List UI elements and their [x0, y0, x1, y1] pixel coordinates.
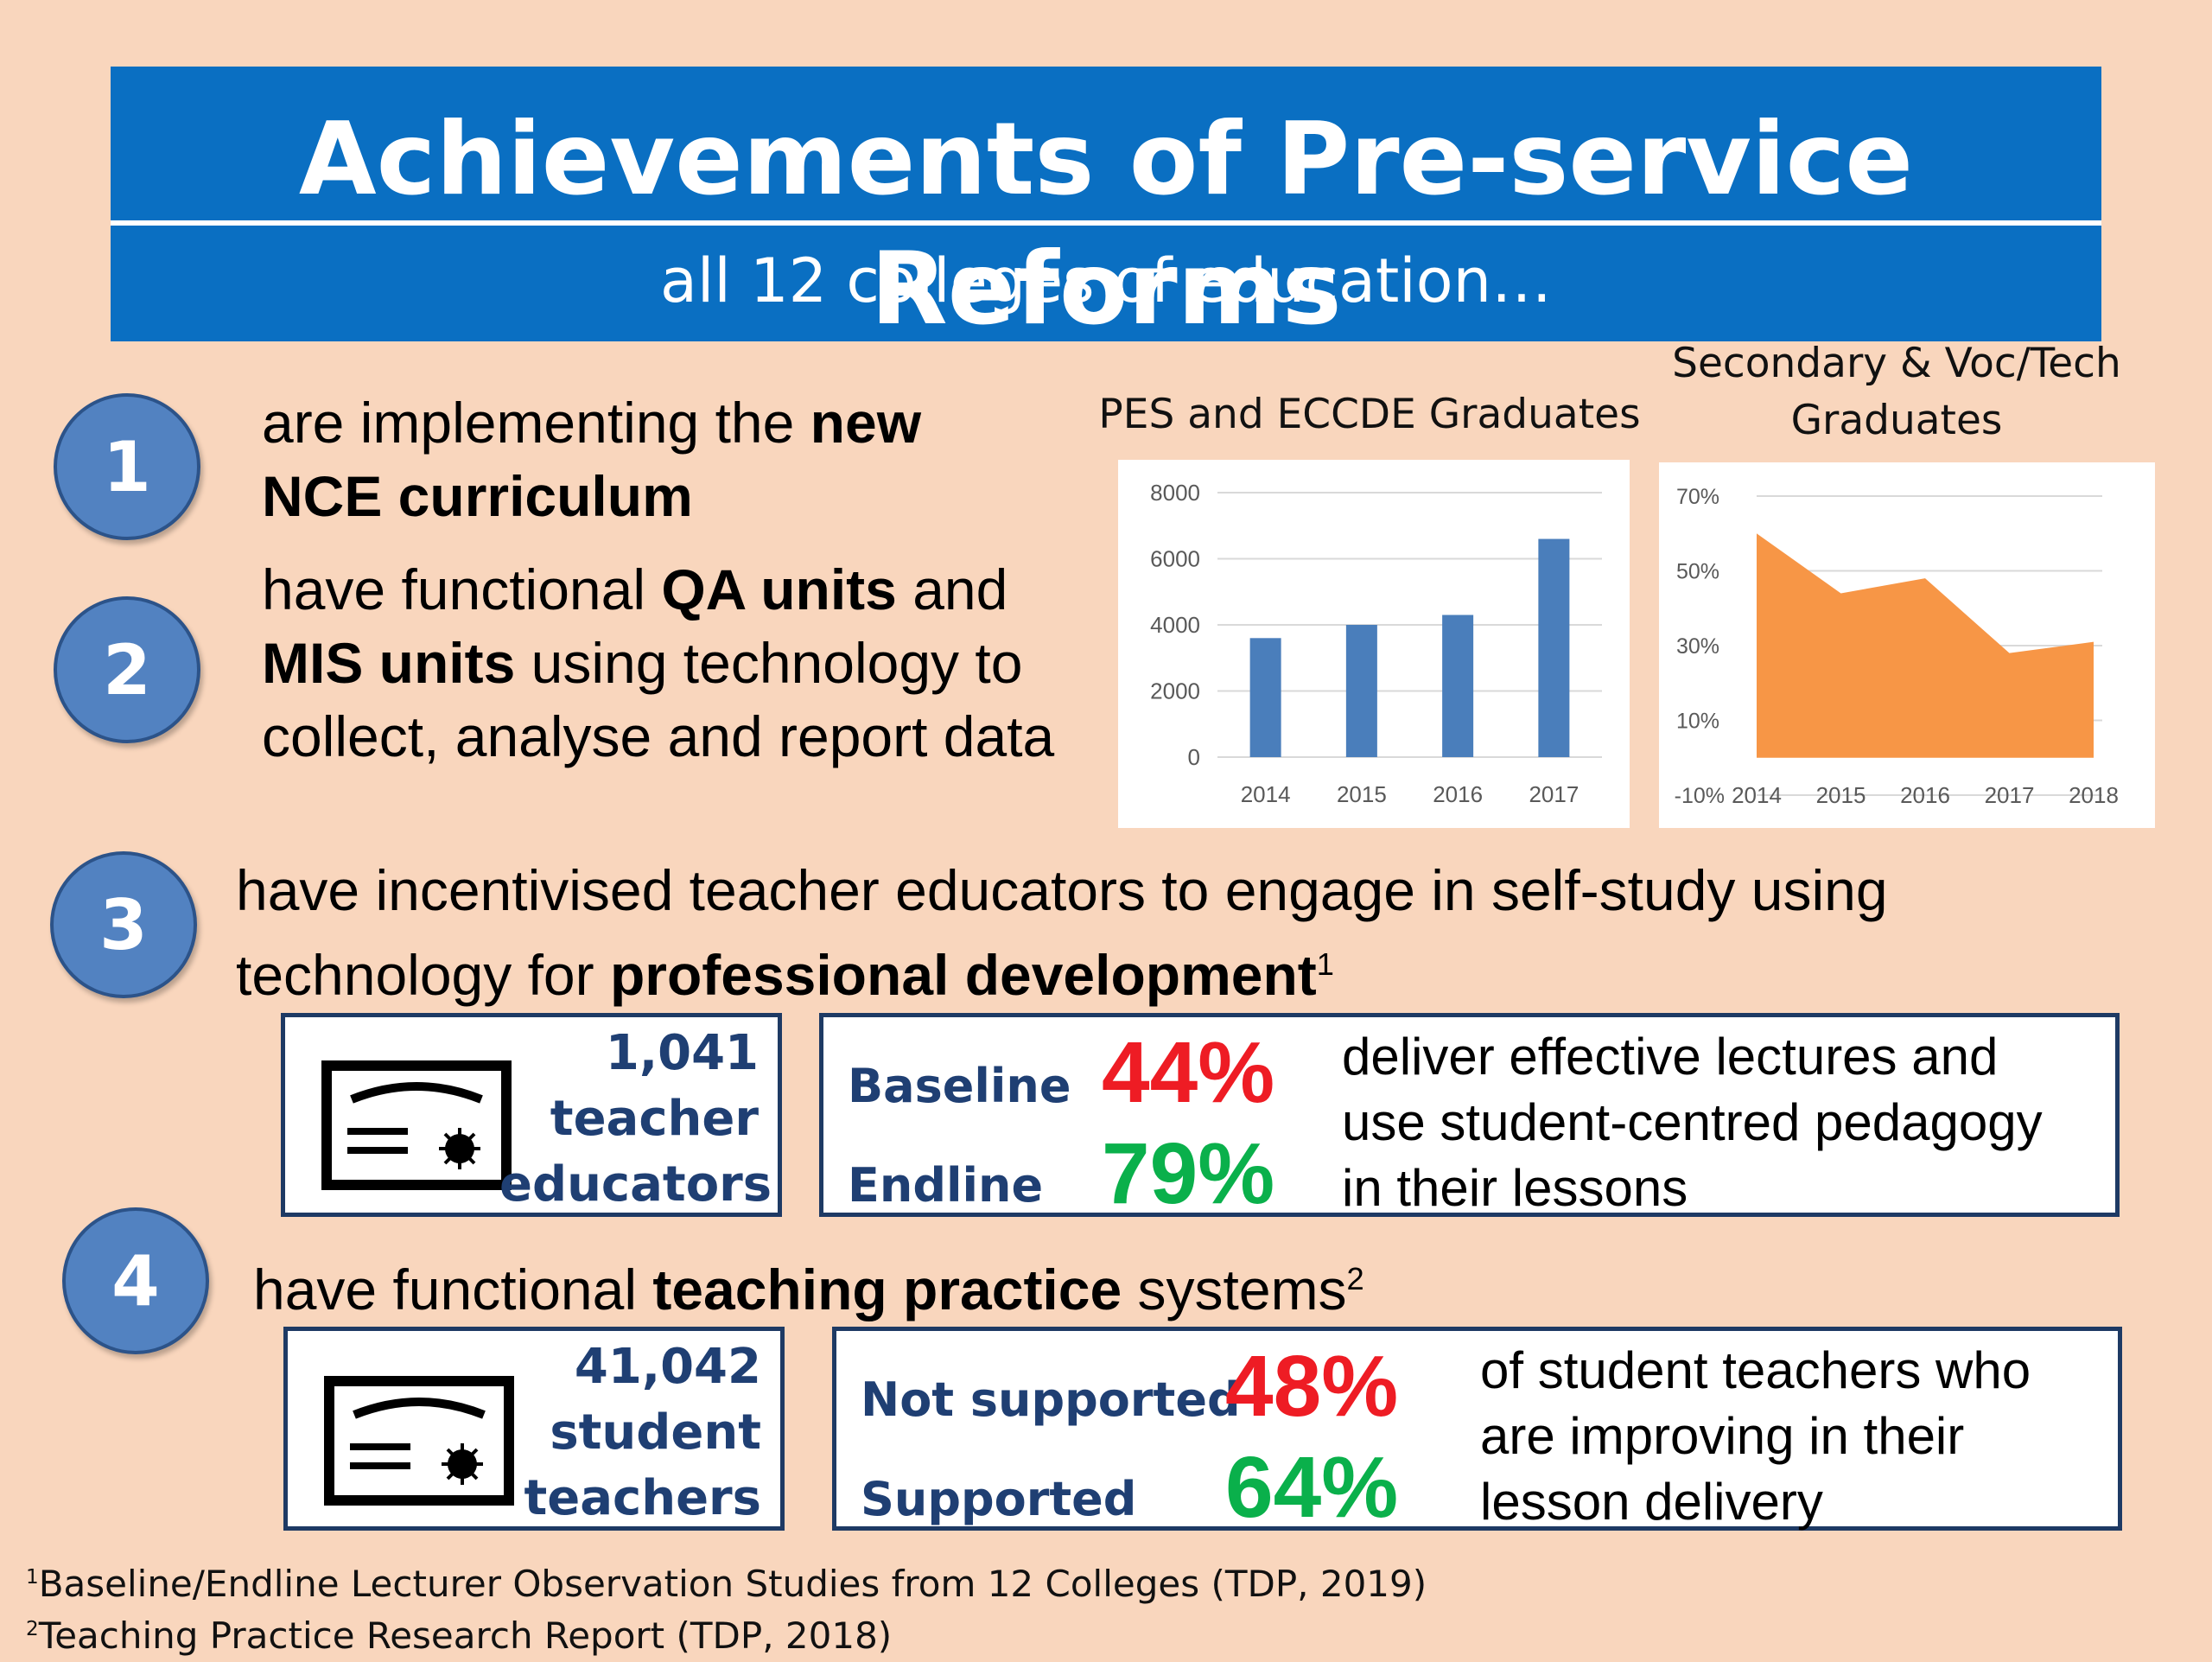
endline-value: 79%: [1102, 1125, 1275, 1222]
footnote-text-2: Teaching Practice Research Report (TDP, …: [38, 1614, 893, 1657]
footnote-1: 1Baseline/Endline Lecturer Observation S…: [26, 1551, 1427, 1610]
bar-chart: 0 2000 4000 6000 8000 2014 2015 2016 2017: [1150, 480, 1602, 807]
footnote-ref: 1: [1316, 946, 1334, 982]
text-segment: have functional: [253, 1258, 653, 1321]
text-segment: using technology to collect, analyse and…: [262, 631, 1055, 768]
result-desc-2c: lesson delivery: [1480, 1473, 1823, 1531]
certificate-icon: [324, 1376, 514, 1506]
text-segment: have functional: [262, 557, 662, 621]
x-tick-label: 2014: [1241, 781, 1291, 807]
count-unit-2b: teachers: [524, 1470, 761, 1526]
result-desc-1c: in their lessons: [1342, 1159, 1688, 1217]
result-box-1: Baseline Endline 44% 79% deliver effecti…: [819, 1013, 2120, 1221]
page-title: Achievements of Pre-service Reforms: [298, 101, 1914, 347]
supported-value: 64%: [1225, 1439, 1399, 1536]
endline-label: Endline: [848, 1158, 1044, 1213]
result-desc-1a: deliver effective lectures and: [1342, 1028, 1999, 1086]
baseline-label: Baseline: [848, 1059, 1071, 1113]
emphasis-text: QA units: [661, 557, 897, 621]
area-chart: -10% 10% 30% 50% 70% 2014 2015 2016 2017 2018: [1675, 485, 2119, 808]
banner-divider: [111, 220, 2101, 226]
footnote-ref: 2: [1346, 1261, 1364, 1296]
result-desc-2b: are improving in their: [1480, 1407, 1965, 1465]
item-text-2: have functional QA units and MIS units u…: [262, 553, 1091, 774]
y-tick-label: 6000: [1150, 546, 1200, 572]
result-box-2: Not supported Supported 48% 64% of stude…: [832, 1327, 2122, 1535]
count-box-1: 1,041 teacher educators: [281, 1013, 782, 1217]
emphasis-text: professional development: [609, 943, 1317, 1007]
item-text-4: have functional teaching practice system…: [253, 1242, 1981, 1327]
certificate-icon: [321, 1060, 512, 1190]
text-segment: have incentivised teacher educators to e…: [236, 858, 1888, 1007]
bar: [1249, 638, 1281, 757]
count-value-1: 1,041: [605, 1025, 759, 1081]
not-supported-value: 48%: [1225, 1338, 1399, 1435]
x-tick-label: 2015: [1816, 782, 1866, 808]
not-supported-label: Not supported: [861, 1372, 1241, 1427]
item-number-2: 2: [54, 596, 200, 743]
x-tick-label: 2017: [1529, 781, 1579, 807]
chart-2-title: Secondary & Voc/Tech Graduates: [1672, 340, 2121, 444]
baseline-value: 44%: [1102, 1024, 1275, 1121]
footnote-mark-1: 1: [26, 1566, 39, 1589]
header-banner: [111, 67, 2101, 341]
footnote-text-1: Baseline/Endline Lecturer Observation St…: [38, 1563, 1427, 1605]
footnote-mark-2: 2: [26, 1618, 39, 1640]
result-desc-2a: of student teachers who: [1480, 1341, 2031, 1399]
y-tick-label: 50%: [1676, 560, 1719, 584]
chart-1-title: PES and ECCDE Graduates: [1098, 391, 1641, 438]
item-number-4: 4: [62, 1207, 209, 1354]
y-tick-label: 4000: [1150, 612, 1200, 638]
y-tick-label: 0: [1188, 744, 1200, 770]
y-tick-label: 30%: [1676, 634, 1719, 659]
emphasis-text: new NCE curriculum: [262, 391, 922, 528]
x-tick-label: 2014: [1732, 782, 1782, 808]
bar: [1538, 538, 1570, 757]
bar: [1442, 614, 1474, 757]
chart-2-panel: -10% 10% 30% 50% 70% 2014 2015 2016 2017 2018: [1659, 462, 2155, 828]
y-tick-label: 2000: [1150, 678, 1200, 704]
chart-1-panel: 0 2000 4000 6000 8000 2014 2015 2016 2017: [1118, 460, 1630, 828]
result-desc-1b: use student-centred pedagogy: [1342, 1093, 2043, 1151]
count-unit-2a: student: [550, 1404, 761, 1461]
page-subtitle: all 12 colleges of education…: [660, 245, 1552, 316]
bar: [1345, 625, 1377, 757]
item-number-1: 1: [54, 393, 200, 540]
footnote-2: 2Teaching Practice Research Report (TDP,…: [26, 1603, 892, 1662]
item-text-1: are implementing the new NCE curriculum: [262, 386, 1039, 533]
x-tick-label: 2015: [1337, 781, 1387, 807]
supported-label: Supported: [861, 1472, 1137, 1526]
y-tick-label: 10%: [1676, 710, 1719, 734]
text-segment: and: [896, 557, 1008, 621]
emphasis-text: MIS units: [262, 631, 516, 695]
y-tick-label: -10%: [1675, 784, 1725, 808]
y-tick-label: 8000: [1150, 480, 1200, 506]
item-text-3: have incentivised teacher educators to e…: [236, 854, 2068, 1012]
count-unit-1b: educators: [499, 1156, 772, 1213]
count-unit-1a: teacher: [550, 1091, 759, 1147]
area-series: [1757, 533, 2094, 758]
text-segment: systems: [1122, 1258, 1347, 1321]
x-tick-label: 2016: [1433, 781, 1483, 807]
y-tick-label: 70%: [1676, 485, 1719, 509]
x-tick-label: 2018: [2069, 782, 2119, 808]
emphasis-text: teaching practice: [652, 1258, 1122, 1321]
text-segment: are implementing the: [262, 391, 810, 455]
count-box-2: 41,042 student teachers: [283, 1327, 785, 1531]
x-tick-label: 2016: [1900, 782, 1950, 808]
x-tick-label: 2017: [1985, 782, 2035, 808]
item-number-3: 3: [50, 851, 197, 998]
count-value-2: 41,042: [574, 1339, 761, 1395]
